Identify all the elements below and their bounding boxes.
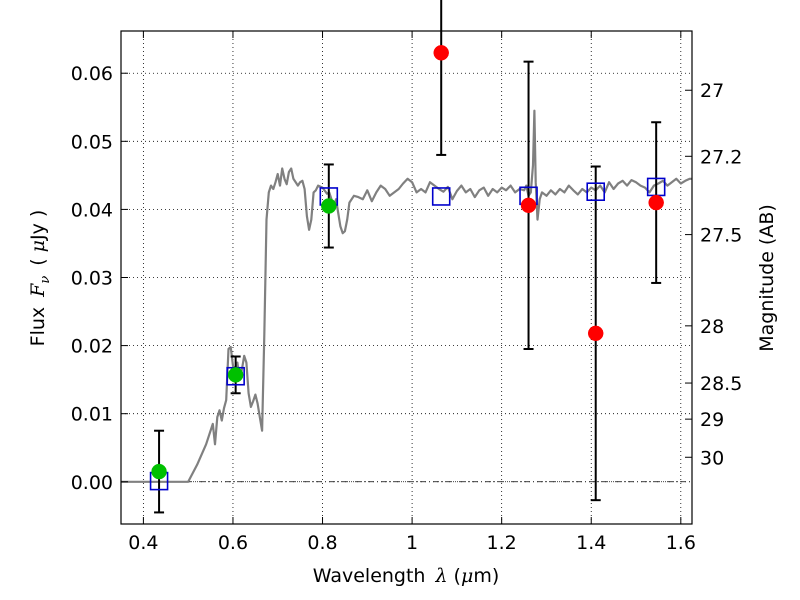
y2-tick-label: 30 — [700, 447, 724, 469]
y-axis-label-unit-open: ( — [27, 258, 49, 265]
measurement-point — [520, 197, 537, 214]
measurement-point — [648, 194, 664, 211]
data-layer — [121, 109, 692, 483]
detection-point — [151, 463, 167, 480]
model-photometry-square — [586, 182, 606, 202]
x-axis-label: Wavelength λ (μm) — [313, 565, 499, 587]
y-axis-label-unit-mu: μ — [27, 240, 49, 252]
y2-tick-label: 27.5 — [700, 225, 742, 247]
x-tick-label: 0.8 — [307, 532, 337, 554]
plot-background — [121, 31, 692, 524]
y2-tick-label: 29 — [700, 409, 724, 431]
y-axis-label: Flux Fν ( μJy ) — [27, 210, 53, 347]
measurement-point — [587, 325, 604, 342]
x-axis-label-unit-open: ( — [454, 565, 461, 587]
y-tick-label: 0.03 — [71, 268, 113, 290]
x-tick-label: 1.2 — [487, 532, 517, 554]
x-axis-label-unit-rest: m) — [473, 565, 499, 587]
y-tick-label: 0.04 — [71, 199, 113, 221]
sed-model-line — [121, 109, 692, 483]
y-tick-label: 0.01 — [71, 404, 113, 426]
ticks: 0.4 0.6 0.8 1 1.2 1.4 1.6 0.00 0.01 0.02 0.03 0.04 0… — [71, 31, 742, 554]
overflow-layer — [149, 0, 666, 514]
y-tick-label: 0.05 — [71, 131, 113, 153]
y2-tick-label: 28.5 — [700, 373, 742, 395]
y2-tick-label: 28 — [700, 316, 724, 338]
x-tick-label: 1.4 — [576, 532, 606, 554]
x-axis-label-unit-mu: μ — [461, 565, 473, 587]
y2-tick-label: 27 — [700, 80, 724, 102]
x-tick-label: 1.6 — [666, 532, 696, 554]
y-axis-label-subscript: ν — [38, 276, 53, 284]
y-tick-label: 0.00 — [71, 472, 113, 494]
x-axis-label-symbol: λ — [434, 565, 447, 587]
x-tick-label: 1 — [406, 532, 418, 554]
y-tick-label: 0.02 — [71, 336, 113, 358]
y2-axis-label: Magnitude (AB) — [756, 204, 778, 352]
detection-point — [227, 367, 244, 383]
y2-tick-label: 27.2 — [700, 146, 742, 168]
detection-point — [321, 198, 337, 214]
y-axis-label-text: Flux — [27, 307, 49, 347]
x-tick-label: 0.4 — [128, 532, 158, 554]
measurement-point — [433, 45, 449, 61]
y-tick-label: 0.06 — [71, 63, 113, 85]
x-tick-label: 0.6 — [218, 532, 248, 554]
x-axis-label-text: Wavelength — [313, 565, 426, 587]
y-axis-label-symbol: F — [27, 283, 49, 298]
model-photometry-square — [431, 187, 451, 206]
y-axis-label-unit-rest: Jy ) — [27, 210, 49, 241]
